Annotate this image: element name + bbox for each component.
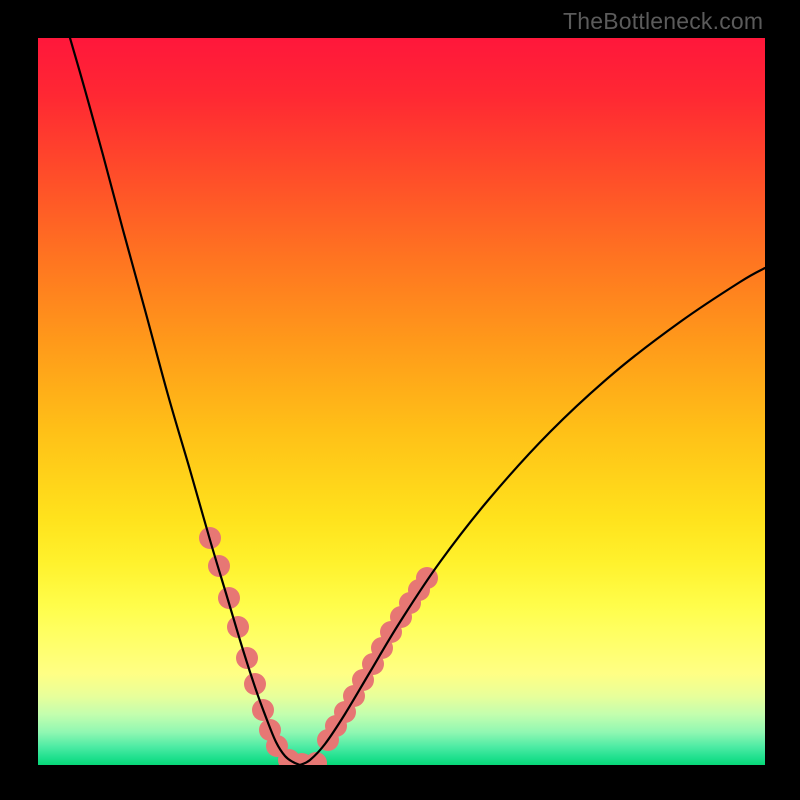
- watermark-text: TheBottleneck.com: [563, 8, 763, 35]
- chart-svg: [0, 0, 800, 800]
- curve-left: [70, 38, 300, 765]
- curve-right: [300, 268, 765, 765]
